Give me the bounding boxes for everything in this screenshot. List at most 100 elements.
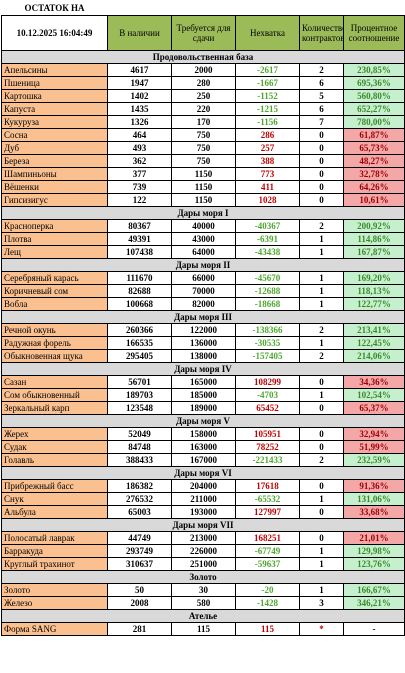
item-name-cell[interactable]: Апельсины xyxy=(1,63,108,77)
contracts-cell[interactable]: 1 xyxy=(299,492,344,506)
contracts-cell[interactable]: 0 xyxy=(299,141,344,155)
stock-cell[interactable]: 260366 xyxy=(107,323,172,337)
shortage-cell[interactable]: -12688 xyxy=(235,284,300,298)
shortage-cell[interactable]: -43438 xyxy=(235,245,300,259)
stock-cell[interactable]: 80367 xyxy=(107,219,172,233)
shortage-cell[interactable]: -221433 xyxy=(235,453,300,467)
shortage-cell[interactable]: 115 xyxy=(235,622,300,636)
required-cell[interactable]: 136000 xyxy=(171,336,236,350)
contracts-cell[interactable]: 5 xyxy=(299,89,344,103)
contracts-cell[interactable]: 0 xyxy=(299,440,344,454)
required-cell[interactable]: 750 xyxy=(171,128,236,142)
item-name-cell[interactable]: Пшеница xyxy=(1,76,108,90)
stock-cell[interactable]: 4617 xyxy=(107,63,172,77)
section-title[interactable]: Дары моря VI xyxy=(0,466,405,480)
required-cell[interactable]: 193000 xyxy=(171,505,236,519)
contracts-cell[interactable]: 6 xyxy=(299,76,344,90)
required-cell[interactable]: 185000 xyxy=(171,388,236,402)
ratio-cell[interactable]: 232,59% xyxy=(342,453,405,467)
col-header-shortage[interactable]: Нехватка xyxy=(235,15,300,51)
item-name-cell[interactable]: Шампиньоны xyxy=(1,167,108,181)
item-name-cell[interactable]: Серебряный карась xyxy=(1,271,108,285)
item-name-cell[interactable]: Плотва xyxy=(1,232,108,246)
stock-cell[interactable]: 44749 xyxy=(107,531,172,545)
shortage-cell[interactable]: 1028 xyxy=(235,193,300,207)
required-cell[interactable]: 189000 xyxy=(171,401,236,415)
stock-cell[interactable]: 123548 xyxy=(107,401,172,415)
required-cell[interactable]: 138000 xyxy=(171,349,236,363)
stock-cell[interactable]: 189703 xyxy=(107,388,172,402)
item-name-cell[interactable]: Коричневый сом xyxy=(1,284,108,298)
stock-cell[interactable]: 111670 xyxy=(107,271,172,285)
stock-cell[interactable]: 84748 xyxy=(107,440,172,454)
ratio-cell[interactable]: 652,27% xyxy=(342,102,405,116)
contracts-cell[interactable]: 2 xyxy=(299,453,344,467)
shortage-cell[interactable]: 168251 xyxy=(235,531,300,545)
contracts-cell[interactable]: * xyxy=(299,622,344,636)
stock-cell[interactable]: 493 xyxy=(107,141,172,155)
shortage-cell[interactable]: -20 xyxy=(235,583,300,597)
shortage-cell[interactable]: -45670 xyxy=(235,271,300,285)
ratio-cell[interactable]: 123,76% xyxy=(342,557,405,571)
shortage-cell[interactable]: -138366 xyxy=(235,323,300,337)
section-title[interactable]: Золото xyxy=(0,570,405,584)
required-cell[interactable]: 66000 xyxy=(171,271,236,285)
required-cell[interactable]: 82000 xyxy=(171,297,236,311)
contracts-cell[interactable]: 0 xyxy=(299,531,344,545)
stock-cell[interactable]: 49391 xyxy=(107,232,172,246)
shortage-cell[interactable]: -157405 xyxy=(235,349,300,363)
shortage-cell[interactable]: -40367 xyxy=(235,219,300,233)
shortage-cell[interactable]: 127997 xyxy=(235,505,300,519)
shortage-cell[interactable]: -1215 xyxy=(235,102,300,116)
ratio-cell[interactable]: 114,86% xyxy=(342,232,405,246)
shortage-cell[interactable]: 17618 xyxy=(235,479,300,493)
required-cell[interactable]: 580 xyxy=(171,596,236,610)
section-title[interactable]: Дары моря III xyxy=(0,310,405,324)
section-title[interactable]: Дары моря IV xyxy=(0,362,405,376)
required-cell[interactable]: 122000 xyxy=(171,323,236,337)
contracts-cell[interactable]: 2 xyxy=(299,219,344,233)
shortage-cell[interactable]: -1667 xyxy=(235,76,300,90)
ratio-cell[interactable]: 61,87% xyxy=(342,128,405,142)
ratio-cell[interactable]: 560,80% xyxy=(342,89,405,103)
contracts-cell[interactable]: 0 xyxy=(299,180,344,194)
contracts-cell[interactable]: 2 xyxy=(299,323,344,337)
shortage-cell[interactable]: -1152 xyxy=(235,89,300,103)
contracts-cell[interactable]: 1 xyxy=(299,557,344,571)
ratio-cell[interactable]: 32,94% xyxy=(342,427,405,441)
contracts-cell[interactable]: 0 xyxy=(299,479,344,493)
required-cell[interactable]: 1150 xyxy=(171,180,236,194)
item-name-cell[interactable]: Прибрежный басс xyxy=(1,479,108,493)
contracts-cell[interactable]: 0 xyxy=(299,505,344,519)
contracts-cell[interactable]: 6 xyxy=(299,102,344,116)
item-name-cell[interactable]: Вобла xyxy=(1,297,108,311)
ratio-cell[interactable]: 167,87% xyxy=(342,245,405,259)
ratio-cell[interactable]: 169,20% xyxy=(342,271,405,285)
ratio-cell[interactable]: 213,41% xyxy=(342,323,405,337)
shortage-cell[interactable]: -30535 xyxy=(235,336,300,350)
item-name-cell[interactable]: Обыкновенная щука xyxy=(1,349,108,363)
contracts-cell[interactable]: 0 xyxy=(299,375,344,389)
required-cell[interactable]: 115 xyxy=(171,622,236,636)
shortage-cell[interactable]: -2617 xyxy=(235,63,300,77)
shortage-cell[interactable]: 108299 xyxy=(235,375,300,389)
shortage-cell[interactable]: 65452 xyxy=(235,401,300,415)
ratio-cell[interactable]: 33,68% xyxy=(342,505,405,519)
stock-cell[interactable]: 377 xyxy=(107,167,172,181)
ratio-cell[interactable]: 131,06% xyxy=(342,492,405,506)
stock-cell[interactable]: 186382 xyxy=(107,479,172,493)
stock-cell[interactable]: 65003 xyxy=(107,505,172,519)
ratio-cell[interactable]: 129,98% xyxy=(342,544,405,558)
stock-cell[interactable]: 82688 xyxy=(107,284,172,298)
item-name-cell[interactable]: Голавль xyxy=(1,453,108,467)
shortage-cell[interactable]: 78252 xyxy=(235,440,300,454)
item-name-cell[interactable]: Лещ xyxy=(1,245,108,259)
item-name-cell[interactable]: Снук xyxy=(1,492,108,506)
ratio-cell[interactable]: 122,77% xyxy=(342,297,405,311)
stock-cell[interactable]: 464 xyxy=(107,128,172,142)
ratio-cell[interactable]: 51,99% xyxy=(342,440,405,454)
shortage-cell[interactable]: 388 xyxy=(235,154,300,168)
stock-cell[interactable]: 1947 xyxy=(107,76,172,90)
item-name-cell[interactable]: Красноперка xyxy=(1,219,108,233)
section-title[interactable]: Ателье xyxy=(0,609,405,623)
